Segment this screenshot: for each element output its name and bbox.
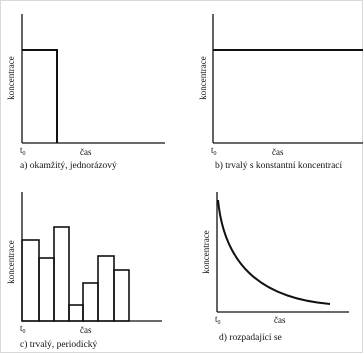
panel-b: koncentrace čas t0 b) trvalý s konstantn…: [198, 14, 363, 171]
panel-c-bar: [21, 239, 40, 322]
panel-d-decay-curve: [217, 199, 331, 305]
panel-c-bar: [97, 255, 115, 322]
panel-d-xlabel: čas: [274, 315, 286, 325]
panel-d-caption: d) rozpadající se: [219, 332, 282, 343]
panel-d-origin: t0: [215, 314, 221, 326]
panel-a-origin: t0: [20, 145, 26, 157]
panel-d-ylabel: koncentrace: [201, 230, 211, 273]
panel-c-bar: [68, 304, 84, 322]
panel-b-caption: b) trvalý s konstantní koncentrací: [215, 160, 343, 171]
panel-c-bar: [113, 269, 130, 322]
panel-c-bar: [53, 226, 70, 322]
panel-c-ylabel: koncentrace: [6, 240, 16, 283]
panel-b-origin: t0: [211, 145, 217, 157]
panel-a-ylabel: koncentrace: [6, 56, 16, 99]
panel-a-pulse-curve: [22, 49, 58, 143]
panel-a-caption: a) okamžitý, jednorázový: [20, 160, 117, 171]
panel-c-xlabel: čas: [80, 325, 92, 335]
panel-c-bar: [82, 282, 99, 322]
panel-c-bar: [38, 257, 55, 322]
panel-c-caption: c) trvalý, periodický: [20, 339, 98, 350]
panel-c: koncentrace čas t0 c) trvalý, periodický: [6, 192, 162, 350]
panel-a: koncentrace čas t0 a) okamžitý, jednoráz…: [6, 14, 165, 171]
panel-d: koncentrace čas t0 d) rozpadající se: [201, 192, 349, 343]
panel-b-ylabel: koncentrace: [198, 56, 208, 99]
panel-a-xlabel: čas: [80, 147, 92, 157]
panel-c-origin: t0: [20, 323, 26, 335]
panel-b-xlabel: čas: [272, 147, 284, 157]
